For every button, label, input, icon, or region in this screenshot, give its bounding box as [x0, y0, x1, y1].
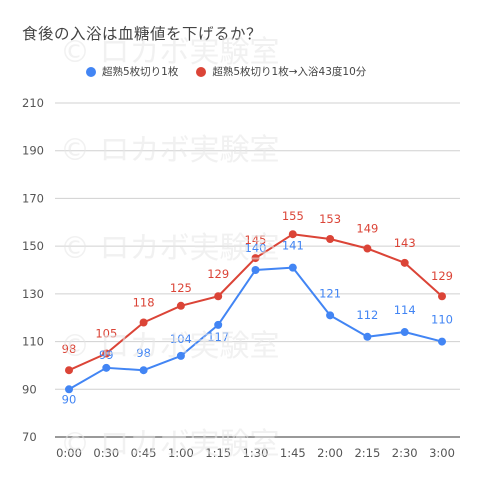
- y-tick-label: 150: [22, 239, 44, 253]
- data-point: [326, 311, 335, 320]
- data-point: [176, 351, 185, 360]
- data-point: [288, 230, 297, 239]
- y-tick-label: 70: [22, 430, 37, 444]
- data-point: [102, 363, 111, 372]
- y-tick-label: 190: [22, 144, 44, 158]
- data-label: 141: [282, 239, 304, 253]
- data-point: [326, 234, 335, 243]
- data-label: 129: [207, 267, 229, 281]
- data-label: 114: [394, 303, 416, 317]
- data-label: 118: [133, 295, 155, 309]
- y-tick-label: 170: [22, 191, 44, 205]
- data-label: 98: [62, 342, 77, 356]
- data-label: 145: [245, 233, 267, 247]
- x-tick-label: 2:00: [317, 446, 343, 460]
- data-point: [438, 337, 446, 346]
- legend-marker-series-1: [86, 66, 96, 77]
- data-label: 125: [170, 281, 192, 295]
- chart-title: 食後の入浴は血糖値を下げるか？: [22, 25, 263, 43]
- data-label: 110: [431, 313, 453, 327]
- legend-marker-series-2: [196, 66, 207, 77]
- data-label: 117: [207, 330, 229, 344]
- x-tick-label: 1:00: [168, 446, 194, 460]
- data-point: [251, 266, 260, 274]
- y-tick-label: 110: [22, 335, 44, 349]
- data-label: 155: [282, 209, 304, 223]
- data-point: [214, 320, 223, 329]
- data-point: [65, 366, 73, 375]
- data-point: [139, 318, 148, 327]
- data-point: [363, 332, 372, 341]
- y-tick-label: 90: [22, 382, 37, 396]
- data-point: [214, 292, 223, 301]
- data-label: 90: [62, 392, 77, 406]
- data-label: 149: [356, 222, 378, 236]
- data-label: 112: [356, 308, 378, 322]
- data-point: [65, 385, 73, 394]
- data-label: 129: [431, 269, 453, 283]
- data-label: 105: [95, 327, 117, 341]
- legend-label-series-2: 超熟5枚切り1枚→入浴43度10分: [212, 66, 367, 78]
- x-tick-label: 0:45: [131, 446, 157, 460]
- data-point: [139, 366, 148, 375]
- x-tick-label: 2:15: [354, 446, 380, 460]
- data-label: 104: [170, 332, 192, 346]
- x-tick-label: 3:00: [429, 446, 455, 460]
- x-tick-label: 1:30: [243, 446, 269, 460]
- data-point: [438, 292, 446, 301]
- data-point: [363, 244, 372, 253]
- chart-legend: 超熟5枚切り1枚 超熟5枚切り1枚→入浴43度10分: [86, 64, 384, 79]
- data-label: 153: [319, 212, 341, 226]
- x-tick-label: 0:30: [93, 446, 119, 460]
- legend-label-series-1: 超熟5枚切り1枚: [102, 66, 179, 78]
- data-point: [400, 328, 409, 337]
- data-point: [288, 263, 297, 272]
- data-point: [176, 301, 185, 310]
- x-tick-label: 2:30: [392, 446, 418, 460]
- legend-item-series-1: 超熟5枚切り1枚: [86, 64, 178, 79]
- data-label: 98: [136, 346, 151, 360]
- data-label: 140: [245, 241, 267, 255]
- y-tick-label: 210: [22, 96, 44, 110]
- series-line: [68, 266, 443, 391]
- x-tick-label: 0:00: [56, 446, 82, 460]
- data-point: [251, 254, 260, 263]
- data-label: 143: [394, 236, 416, 250]
- data-point: [400, 258, 409, 267]
- x-tick-label: 1:45: [280, 446, 306, 460]
- legend-item-series-2: 超熟5枚切り1枚→入浴43度10分: [196, 64, 366, 79]
- x-tick-label: 1:15: [205, 446, 231, 460]
- data-label: 99: [99, 348, 114, 362]
- y-tick-label: 130: [22, 287, 44, 301]
- data-point: [102, 349, 111, 358]
- data-label: 121: [319, 286, 341, 300]
